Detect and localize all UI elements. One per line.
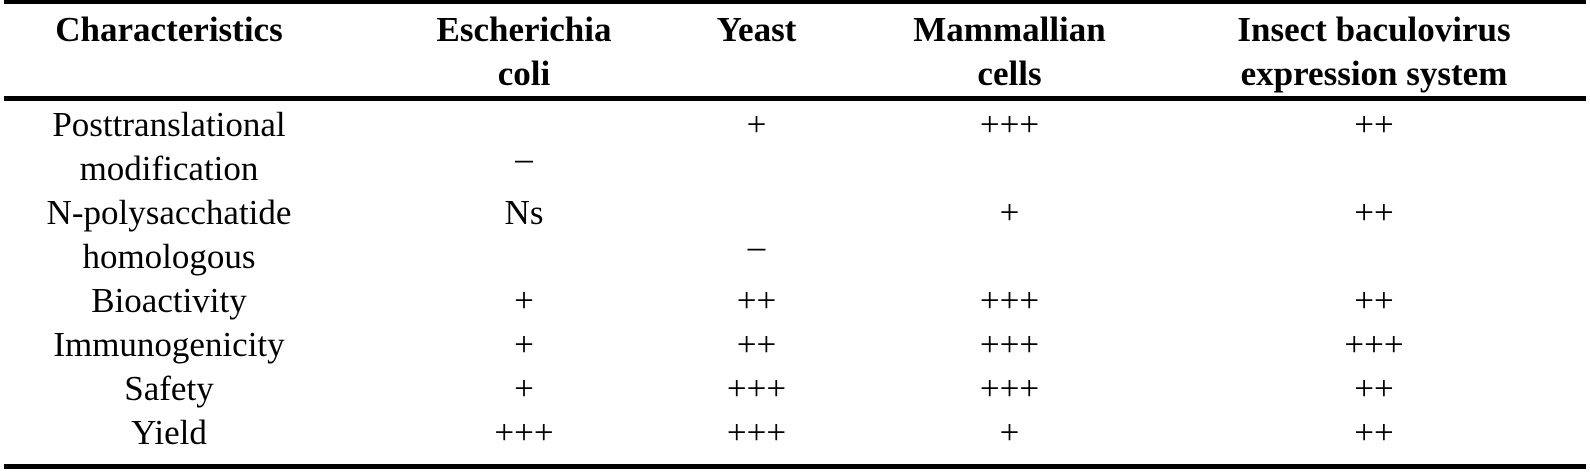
table-row: Posttranslational modification _ + +++ +…: [4, 103, 1586, 191]
table-row: Bioactivity + ++ +++ ++: [4, 279, 1586, 323]
header-mammalian-cells: Mammallian cells: [913, 10, 1106, 93]
cell-insect-baculovirus: ++: [1354, 193, 1394, 232]
table-row: N-polysacchatide homologous Ns _ + ++: [4, 191, 1586, 279]
header-yeast: Yeast: [716, 10, 797, 49]
cell-mammalian-cells: +: [999, 193, 1020, 232]
cell-escherichia-coli: +: [514, 325, 534, 364]
cell-escherichia-coli: +: [514, 369, 534, 408]
cell-escherichia-coli: Ns: [504, 193, 544, 232]
cell-insect-baculovirus: +++: [1344, 325, 1404, 364]
cell-insect-baculovirus: ++: [1354, 281, 1394, 320]
cell-mammalian-cells: +++: [979, 325, 1040, 364]
cell-mammalian-cells: +++: [979, 105, 1040, 144]
cell-mammalian-cells: +: [999, 413, 1020, 452]
row-label: N-polysacchatide homologous: [46, 193, 292, 276]
row-label: Bioactivity: [91, 281, 247, 320]
row-label: Immunogenicity: [53, 325, 285, 364]
cell-escherichia-coli: +: [514, 281, 534, 320]
cell-yeast: ++: [736, 325, 777, 364]
cell-mammalian-cells: +++: [979, 281, 1040, 320]
cell-yeast: +: [746, 105, 767, 144]
cell-yeast: +++: [726, 369, 787, 408]
table-body: Posttranslational modification _ + +++ +…: [4, 103, 1586, 455]
cell-mammalian-cells: +++: [979, 369, 1040, 408]
header-escherichia-coli: Escherichia coli: [436, 10, 612, 93]
table-row: Immunogenicity + ++ +++ +++: [4, 323, 1586, 367]
cell-yeast: +++: [726, 413, 787, 452]
header-insect-baculovirus: Insect baculovirus expression system: [1237, 10, 1511, 93]
cell-yeast: _: [747, 215, 766, 254]
table-header-row: Characteristics Escherichia coli Yeast M…: [4, 8, 1586, 94]
row-label: Yield: [131, 413, 207, 452]
comparison-table: Characteristics Escherichia coli Yeast M…: [4, 0, 1586, 472]
cell-escherichia-coli: _: [515, 127, 533, 166]
row-label: Posttranslational modification: [52, 105, 286, 188]
table-row: Yield +++ +++ + ++: [4, 411, 1586, 455]
header-characteristics: Characteristics: [55, 10, 283, 49]
table-header-rule: [4, 96, 1586, 101]
cell-insect-baculovirus: ++: [1354, 105, 1394, 144]
table-row: Safety + +++ +++ ++: [4, 367, 1586, 411]
row-label: Safety: [124, 369, 214, 408]
table-top-rule: [4, 0, 1586, 4]
cell-yeast: ++: [736, 281, 777, 320]
cell-escherichia-coli: +++: [494, 413, 554, 452]
cell-insect-baculovirus: ++: [1354, 369, 1394, 408]
table-bottom-rule: [4, 464, 1586, 469]
cell-insect-baculovirus: ++: [1354, 413, 1394, 452]
